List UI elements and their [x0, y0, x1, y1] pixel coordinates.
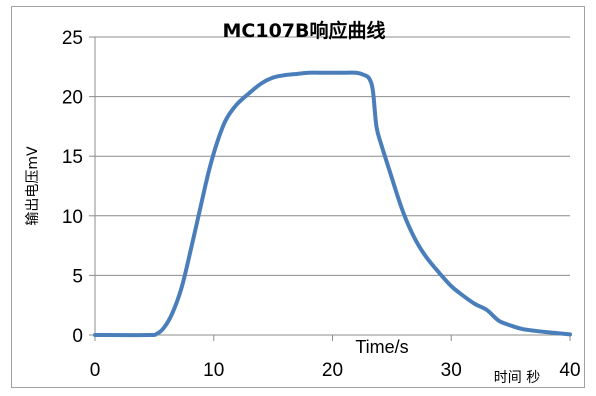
data-point	[247, 91, 251, 95]
x-tick-label: 10	[203, 360, 224, 381]
y-tick-label: 10	[62, 207, 83, 228]
x-tick-label: 40	[559, 360, 580, 381]
series-line-0	[93, 70, 572, 338]
grid	[95, 36, 570, 276]
data-point	[367, 77, 371, 81]
series-layer	[93, 70, 572, 338]
x-axis-label-center: Time/s	[355, 337, 408, 357]
x-tick-label: 30	[441, 360, 462, 381]
data-point	[538, 329, 542, 333]
data-point	[234, 103, 238, 107]
data-point	[521, 327, 525, 331]
data-point	[162, 326, 166, 330]
data-point	[207, 169, 211, 173]
data-point	[449, 284, 453, 288]
data-point	[437, 271, 441, 275]
data-point	[485, 308, 489, 312]
data-point	[407, 223, 411, 227]
x-tick-label: 20	[322, 360, 343, 381]
y-tick-label: 5	[72, 266, 83, 287]
chart-frame	[11, 6, 585, 388]
data-point	[146, 333, 150, 337]
data-point	[224, 118, 228, 122]
data-point	[307, 71, 311, 75]
data-point	[497, 319, 501, 323]
y-tick-label: 20	[62, 88, 83, 109]
y-tick-label: 15	[62, 147, 83, 168]
data-point	[374, 124, 378, 128]
data-point	[180, 285, 184, 289]
x-tick-label: 0	[90, 360, 101, 381]
tick-labels: 0 5 10 15 20 25 0 10 20 30 40	[62, 28, 581, 381]
data-point	[170, 312, 174, 316]
data-point	[155, 332, 159, 336]
data-point	[398, 202, 402, 206]
data-point	[473, 302, 477, 306]
data-point	[215, 140, 219, 144]
data-point	[363, 73, 367, 77]
y-tick-label: 0	[72, 326, 83, 347]
data-point	[189, 246, 193, 250]
data-point	[371, 89, 375, 93]
data-point	[199, 204, 203, 208]
axes	[89, 36, 571, 341]
data-point	[426, 257, 430, 261]
x-axis-label-right: 时间 秒	[494, 370, 540, 386]
data-point	[295, 72, 299, 76]
data-point	[259, 81, 263, 85]
data-point	[461, 294, 465, 298]
data-point	[416, 242, 420, 246]
y-axis-label: 输出电压mV	[25, 146, 41, 226]
chart-title: MC107B响应曲线	[223, 19, 386, 42]
data-point	[509, 323, 513, 327]
data-point	[283, 73, 287, 77]
data-point	[271, 76, 275, 80]
data-point	[342, 71, 346, 75]
data-point	[379, 142, 383, 146]
data-point	[93, 333, 97, 337]
data-point	[568, 332, 572, 336]
data-point	[388, 169, 392, 173]
y-tick-label: 25	[62, 28, 83, 49]
data-point	[325, 71, 329, 75]
data-point	[556, 331, 560, 335]
data-point	[354, 71, 358, 75]
